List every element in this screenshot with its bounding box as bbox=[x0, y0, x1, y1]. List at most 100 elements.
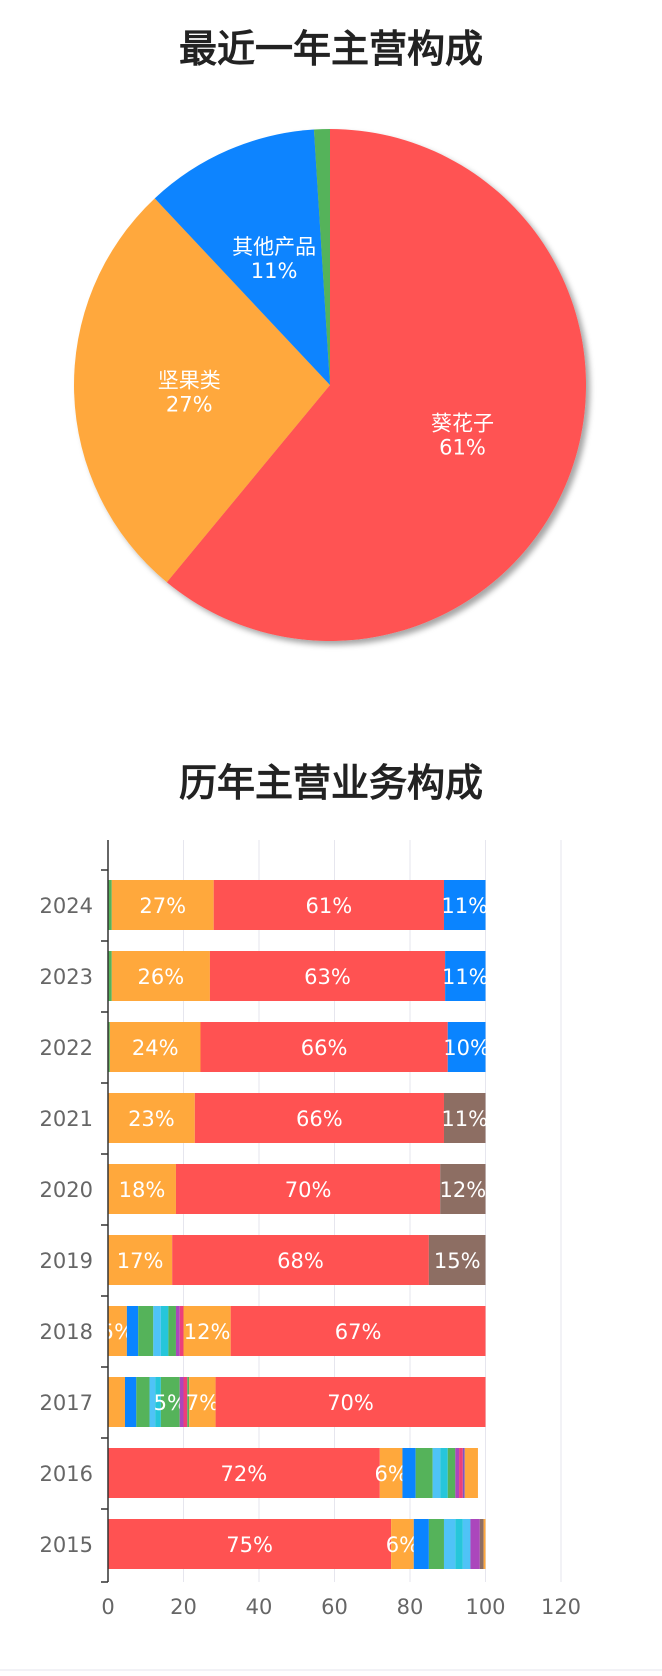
bar-segment bbox=[413, 1519, 429, 1569]
bar-segment bbox=[462, 1519, 471, 1569]
bar-row-2023: 26% 63% 11% bbox=[108, 951, 489, 1001]
bar-row-2022: 24% 66% 10% bbox=[108, 1022, 490, 1072]
bar-row-2015: 75% 6% bbox=[108, 1519, 486, 1569]
bar-segment bbox=[432, 1448, 441, 1498]
bar-segment bbox=[126, 1306, 139, 1356]
bar-segment bbox=[213, 880, 444, 930]
bar-segment bbox=[136, 1377, 150, 1427]
x-tick-label: 20 bbox=[170, 1595, 197, 1619]
pie-slice-label: 坚果类 bbox=[158, 368, 221, 392]
bar-segment bbox=[379, 1448, 403, 1498]
bar-segment-label: 61% bbox=[305, 894, 352, 918]
bar-segment-label: 24% bbox=[132, 1036, 179, 1060]
bar-segment-label: 17% bbox=[117, 1249, 164, 1273]
bar-segment-label: 11% bbox=[442, 965, 489, 989]
bar-segment bbox=[209, 951, 446, 1001]
bar-segment bbox=[443, 1093, 486, 1143]
bar-segment bbox=[464, 1448, 478, 1498]
bar-segment bbox=[479, 1519, 484, 1569]
pie-slice-label: 葵花子 bbox=[431, 412, 494, 436]
bar-segment bbox=[455, 1448, 460, 1498]
bar-segment-label: 11% bbox=[441, 1107, 488, 1131]
bar-segment-label: 10% bbox=[443, 1036, 490, 1060]
bar-segment bbox=[440, 1164, 486, 1214]
bar-segment-label: 75% bbox=[226, 1533, 273, 1557]
bar-segment bbox=[108, 1022, 110, 1072]
bar-segment-label: 66% bbox=[301, 1036, 348, 1060]
bar-row-2020: 18% 70% 12% bbox=[108, 1164, 486, 1214]
bar-segment bbox=[108, 1448, 380, 1498]
bar-segment bbox=[391, 1519, 414, 1569]
bar-row-2019: 17% 68% 15% bbox=[108, 1235, 486, 1285]
bar-row-2017: 5%7% 70% bbox=[108, 1377, 486, 1427]
x-tick-label: 100 bbox=[465, 1595, 505, 1619]
y-tick-label: 2017 bbox=[40, 1391, 93, 1415]
bar-segment bbox=[179, 1377, 184, 1427]
bar-segment bbox=[230, 1306, 486, 1356]
bar-segment-label: 12% bbox=[440, 1178, 487, 1202]
bar-row-2016: 72% 6% bbox=[108, 1448, 478, 1498]
bar-segment-label: 63% bbox=[304, 965, 351, 989]
bar-segment-label: 70% bbox=[285, 1178, 332, 1202]
bar-segment-label: 27% bbox=[139, 894, 186, 918]
bar-segment-label: 12% bbox=[184, 1320, 231, 1344]
bar-segment bbox=[443, 1519, 456, 1569]
bar-segment bbox=[445, 951, 486, 1001]
bar-segment-label: 11% bbox=[441, 894, 488, 918]
y-tick-label: 2022 bbox=[40, 1036, 93, 1060]
bar-segment bbox=[108, 1377, 125, 1427]
bar-segment-label: 6% bbox=[386, 1533, 419, 1557]
bar-segment bbox=[108, 880, 112, 930]
pie-slice-other bbox=[313, 129, 330, 385]
bar-segment bbox=[459, 1448, 463, 1498]
bar-segment bbox=[108, 1235, 173, 1285]
bar-segment bbox=[108, 951, 112, 1001]
pie-slice-label: 其他产品 bbox=[232, 235, 316, 259]
bar-segment bbox=[462, 1448, 465, 1498]
bar-segment-label: 7% bbox=[186, 1391, 219, 1415]
pie-chart-title: 最近一年主营构成 bbox=[178, 26, 483, 71]
bar-segment bbox=[153, 1306, 161, 1356]
bar-segment bbox=[175, 1164, 441, 1214]
y-tick-label: 2024 bbox=[40, 894, 93, 918]
bar-segment bbox=[175, 1306, 180, 1356]
bar-segment-label: 68% bbox=[277, 1249, 324, 1273]
bar-row-2024: 27% 61% 11% bbox=[108, 880, 488, 930]
bar-segment bbox=[194, 1093, 444, 1143]
bar-segment-label: 66% bbox=[296, 1107, 343, 1131]
stacked-bar-chart: 27% 61% 11% 26% 63% 11% 24% 66% 10% 23% 66% 11% 18% 7… bbox=[0, 840, 662, 1671]
bar-segment bbox=[124, 1377, 137, 1427]
x-tick-label: 0 bbox=[101, 1595, 114, 1619]
bar-chart-title: 历年主营业务构成 bbox=[178, 760, 483, 805]
pie-slice-percent: 27% bbox=[166, 392, 213, 416]
bar-segment-label: 26% bbox=[138, 965, 185, 989]
bar-segment bbox=[109, 1022, 201, 1072]
pie-slice-percent: 61% bbox=[439, 436, 486, 460]
bar-segment-label: 72% bbox=[221, 1462, 268, 1486]
bar-segment-label: 23% bbox=[128, 1107, 175, 1131]
y-tick-label: 2019 bbox=[40, 1249, 93, 1273]
bar-segment bbox=[415, 1448, 433, 1498]
bar-row-2018: 5% 12% 67% bbox=[101, 1306, 486, 1356]
bar-segment bbox=[447, 1022, 486, 1072]
bar-segment bbox=[108, 1093, 195, 1143]
y-tick-label: 2023 bbox=[40, 965, 93, 989]
bar-segment bbox=[428, 1235, 486, 1285]
y-tick-label: 2018 bbox=[40, 1320, 93, 1344]
bar-segment-label: 15% bbox=[434, 1249, 481, 1273]
pie-slice-葵花子 bbox=[166, 129, 586, 641]
x-tick-label: 80 bbox=[397, 1595, 424, 1619]
bar-segment bbox=[183, 1377, 188, 1427]
bar-row-2021: 23% 66% 11% bbox=[108, 1093, 488, 1143]
bar-segment bbox=[172, 1235, 429, 1285]
bar-segment bbox=[483, 1519, 486, 1569]
bar-segment bbox=[215, 1377, 486, 1427]
bar-segment bbox=[200, 1022, 448, 1072]
bar-segment-label: 67% bbox=[335, 1320, 382, 1344]
bar-segment bbox=[138, 1306, 154, 1356]
bar-segment bbox=[440, 1448, 448, 1498]
y-tick-label: 2020 bbox=[40, 1178, 93, 1202]
bar-segment bbox=[111, 880, 214, 930]
bar-segment bbox=[189, 1377, 216, 1427]
bar-segment-label: 6% bbox=[374, 1462, 407, 1486]
